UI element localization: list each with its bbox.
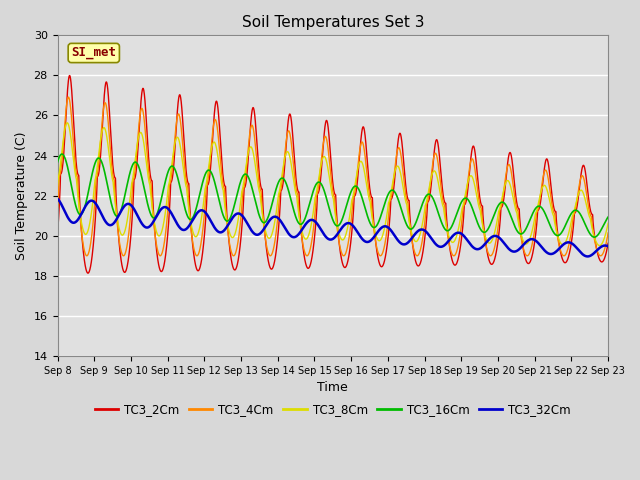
Title: Soil Temperatures Set 3: Soil Temperatures Set 3: [241, 15, 424, 30]
Y-axis label: Soil Temperature (C): Soil Temperature (C): [15, 132, 28, 260]
Text: SI_met: SI_met: [71, 47, 116, 60]
Legend: TC3_2Cm, TC3_4Cm, TC3_8Cm, TC3_16Cm, TC3_32Cm: TC3_2Cm, TC3_4Cm, TC3_8Cm, TC3_16Cm, TC3…: [90, 398, 576, 420]
X-axis label: Time: Time: [317, 381, 348, 394]
